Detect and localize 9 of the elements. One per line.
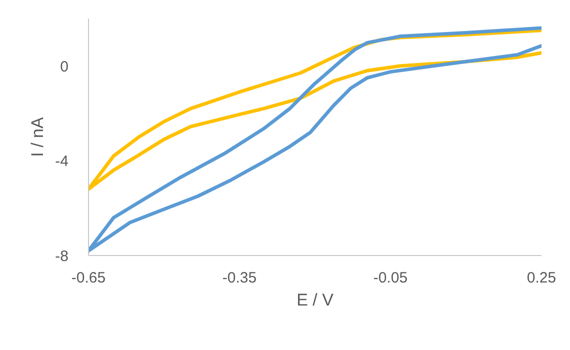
x-tick-label: -0.65	[71, 270, 106, 286]
x-tick-label: -0.35	[222, 270, 257, 286]
y-axis-title: I / nA	[28, 116, 48, 157]
y-tick-label: -4	[55, 153, 69, 170]
x-axis-title: E / V	[296, 290, 334, 310]
x-tick-label: 0.25	[526, 270, 556, 286]
x-tick-label: -0.05	[373, 270, 408, 286]
y-tick-label: 0	[60, 58, 68, 76]
y-tick-label: -8	[55, 248, 69, 265]
